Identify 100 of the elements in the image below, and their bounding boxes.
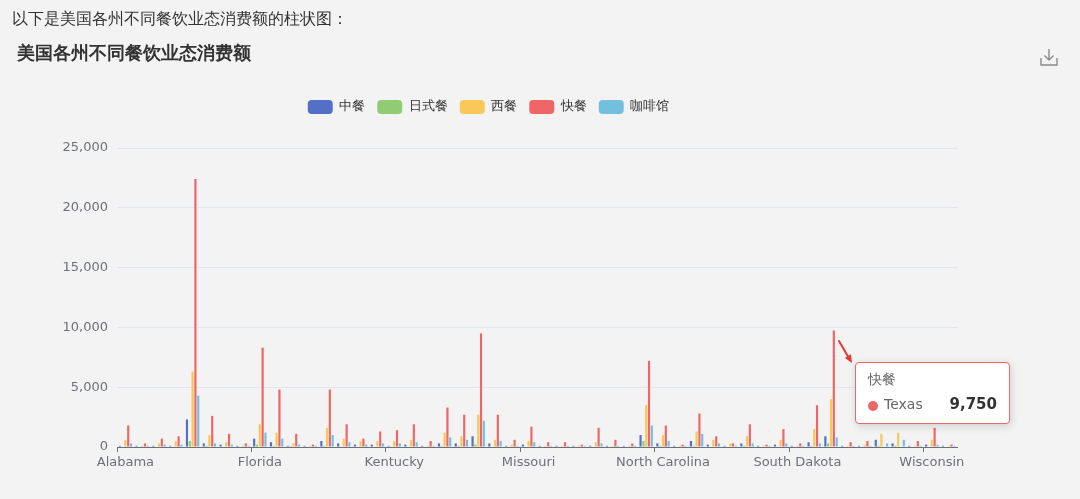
bar <box>835 437 838 447</box>
bar <box>320 441 323 447</box>
bar <box>479 333 483 447</box>
bar <box>213 443 217 447</box>
bar <box>639 435 642 447</box>
bar <box>295 433 298 447</box>
bar <box>667 441 670 447</box>
bar <box>533 442 536 447</box>
bar <box>281 438 284 447</box>
bar <box>689 441 693 447</box>
x-tick-label: Kentucky <box>364 454 425 470</box>
bar <box>261 347 264 447</box>
bar <box>191 371 194 447</box>
bar <box>446 407 449 447</box>
bar <box>645 405 648 447</box>
bar <box>748 424 751 447</box>
bar <box>258 424 261 447</box>
bar <box>429 441 432 447</box>
bar <box>650 425 653 447</box>
bar <box>647 360 651 447</box>
bar <box>513 439 516 447</box>
y-tick-label: 20,000 <box>62 199 108 215</box>
bar <box>829 399 833 447</box>
x-tick-label: North Carolina <box>616 454 710 470</box>
bar <box>412 424 415 447</box>
bar <box>188 441 191 447</box>
bar <box>530 426 533 447</box>
legend-label: 快餐 <box>559 98 587 114</box>
legend-label: 中餐 <box>339 98 366 114</box>
annotation: 快餐 <box>868 371 896 389</box>
bar <box>342 438 345 447</box>
bar <box>661 435 665 447</box>
bar <box>337 443 340 447</box>
bar <box>185 419 189 447</box>
bar <box>129 443 133 447</box>
bar <box>698 413 701 447</box>
bar <box>827 443 830 447</box>
bar <box>779 439 782 447</box>
bar <box>597 427 600 447</box>
y-tick-label: 25,000 <box>62 139 108 155</box>
bar <box>398 443 401 447</box>
bar <box>463 414 466 447</box>
bar <box>496 414 499 447</box>
x-tick-label: Missouri <box>501 454 556 470</box>
bar <box>325 427 329 447</box>
bar <box>227 433 231 447</box>
bar <box>449 437 452 447</box>
bar <box>499 441 502 447</box>
bar <box>225 442 228 447</box>
bar <box>751 443 754 447</box>
bar <box>717 443 721 447</box>
x-tick-label: Wisconsin <box>899 454 965 470</box>
tooltip-box: 快餐 Texas 9,750 <box>855 362 1010 424</box>
bar <box>874 439 877 447</box>
bar <box>443 432 446 447</box>
bar <box>157 443 161 447</box>
legend-label: 西餐 <box>491 98 518 114</box>
bar <box>471 436 474 447</box>
bar <box>275 432 278 447</box>
bar <box>488 443 491 447</box>
x-tick-label: Florida <box>237 454 282 470</box>
bar <box>160 438 163 447</box>
legend-label: 日式餐 <box>408 98 448 114</box>
bar <box>745 436 749 447</box>
bar <box>127 425 130 447</box>
bar <box>465 439 469 447</box>
bar <box>813 429 816 447</box>
annotation: Texas <box>884 396 923 412</box>
bar <box>460 436 463 447</box>
bar <box>933 427 936 447</box>
y-tick-label: 0 <box>99 438 108 454</box>
bar <box>832 330 835 447</box>
bar <box>642 441 645 447</box>
bar <box>930 439 933 447</box>
bar <box>393 441 396 447</box>
bar <box>278 389 281 447</box>
bar <box>782 429 785 447</box>
bar <box>348 442 351 447</box>
bar <box>916 441 919 447</box>
y-tick-label: 15,000 <box>62 258 108 274</box>
bar <box>345 424 348 447</box>
bar <box>177 436 180 447</box>
bar <box>695 431 698 447</box>
bar <box>197 395 200 447</box>
bar <box>264 432 267 447</box>
text: 以下是美国各州不同餐饮业态消费额的柱状图： <box>12 9 348 30</box>
bar <box>600 443 603 447</box>
bar <box>897 432 900 447</box>
bar <box>902 439 905 447</box>
bar <box>395 430 399 447</box>
bar <box>818 443 821 447</box>
bar <box>174 441 177 447</box>
bar <box>885 443 889 447</box>
bar <box>527 441 530 447</box>
bar <box>664 425 667 447</box>
legend-label: 咖啡馆 <box>630 98 670 114</box>
x-tick-label: South Dakota <box>753 454 842 470</box>
bar <box>785 443 788 447</box>
bar <box>124 439 127 447</box>
bar <box>493 439 497 447</box>
